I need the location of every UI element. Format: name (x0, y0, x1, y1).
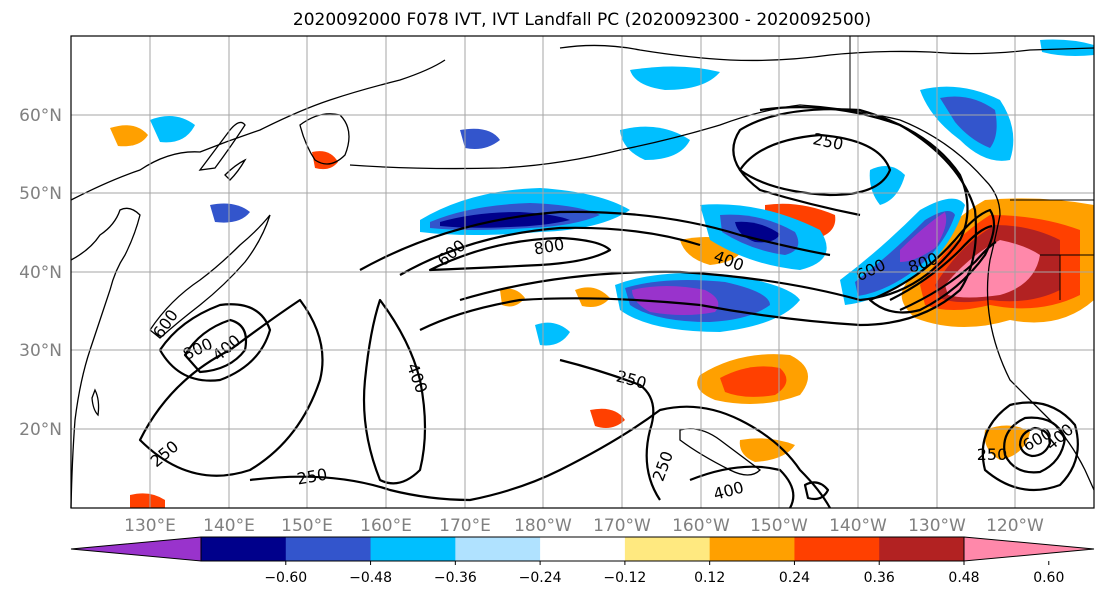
ivt-contour (868, 208, 996, 314)
colorbar-tick-label: 0.24 (779, 570, 810, 586)
colorbar-tick-label: 0.48 (948, 570, 979, 586)
ivt-contour (889, 224, 993, 301)
borders (849, 36, 1094, 300)
map-panel: 250 800 400 600 800 600 800 400 600 400 … (70, 35, 1095, 509)
lat-label: 40°N (19, 263, 62, 283)
lon-label: 150°W (750, 516, 808, 536)
cool-anomaly-region (150, 116, 195, 143)
figure-title: 2020092000 F078 IVT, IVT Landfall PC (20… (293, 10, 871, 30)
lon-label: 140°W (829, 516, 887, 536)
kamchatka-coastline (299, 113, 350, 165)
lon-label: 140°E (203, 516, 255, 536)
lon-label: 150°E (281, 516, 333, 536)
colorbar-tick-label: 0.36 (864, 570, 895, 586)
colorbar-tick-label: −0.60 (264, 570, 307, 586)
lon-label: 180°W (514, 516, 572, 536)
ivt-contour (249, 405, 831, 509)
cool-anomaly-region (940, 96, 997, 148)
colorbar-cell (540, 537, 626, 561)
lon-label: 170°W (593, 516, 651, 536)
warm-anomaly-region (984, 425, 1030, 460)
taiwan-coastline (91, 388, 100, 417)
colorbar-ticks: −0.60 −0.48 −0.36 −0.24 −0.12 0.12 0.24 0.36 0.4… (264, 561, 1064, 586)
cool-anomaly-region (1040, 39, 1094, 56)
lon-label: 160°W (672, 516, 730, 536)
lat-label: 20°N (19, 420, 62, 440)
lon-label: 120°W (986, 516, 1044, 536)
aleutian-na-coastline (349, 104, 1095, 491)
warm-anomaly-region (739, 438, 795, 462)
ivt-contour (158, 303, 272, 382)
ivt-contour (428, 236, 612, 272)
colorbar-tick-label: −0.36 (434, 570, 477, 586)
hokkaido-coastline (224, 158, 247, 181)
colorbar-cell (285, 537, 372, 561)
ivt-contour (738, 133, 892, 197)
colorbar: −0.60 −0.48 −0.36 −0.24 −0.12 0.12 0.24 0.36 0.4… (70, 536, 1095, 586)
ivt-contour (559, 358, 661, 501)
lon-label: 160°E (360, 516, 412, 536)
warm-anomaly-region (720, 366, 787, 397)
cool-anomaly-region (869, 166, 905, 205)
china-coastline (70, 207, 141, 509)
warm-anomaly-region (590, 408, 625, 428)
colorbar-cell (370, 537, 456, 561)
cool-anomaly-region (460, 128, 500, 149)
ivt-contour (183, 318, 248, 374)
ivt-contour (981, 401, 1079, 492)
colorbar-cell (201, 537, 287, 561)
ivt-contour (689, 465, 795, 509)
colorbar-extension-low (70, 536, 202, 562)
ivt-contour (362, 298, 427, 485)
coastlines (70, 44, 1095, 509)
gridlines (71, 36, 1094, 508)
hawaii-coastline (679, 428, 761, 476)
cool-anomaly-region (210, 203, 250, 223)
colorbar-cell (455, 537, 541, 561)
colorbar-extension-high (963, 536, 1095, 562)
ivt-contour (1018, 426, 1052, 458)
lon-label: 130°W (908, 516, 966, 536)
colorbar-tick-label: 0.60 (1033, 570, 1064, 586)
colorbar-cell (709, 537, 795, 561)
colorbar-tick-label: −0.12 (603, 570, 646, 586)
colorbar-tick-label: 0.12 (694, 570, 725, 586)
colorbar-tick-label: −0.24 (519, 570, 562, 586)
contour-label: 250 (977, 445, 1008, 464)
asia-coastline (70, 59, 446, 201)
warm-anomaly-region (130, 493, 165, 508)
warm-anomaly-region (312, 151, 338, 170)
colorbar-cell (794, 537, 880, 561)
ivt-contour (899, 241, 997, 312)
japan-coastline (149, 214, 271, 339)
lat-label: 30°N (19, 341, 62, 361)
lon-label: 130°E (124, 516, 176, 536)
colorbar-cells (70, 536, 1095, 562)
lat-label: 50°N (19, 184, 62, 204)
colorbar-cell (879, 537, 965, 561)
lon-label: 170°E (439, 516, 491, 536)
cool-anomaly-region (535, 322, 570, 346)
ivt-contour (803, 481, 830, 501)
sakhalin-coastline (198, 121, 246, 171)
colorbar-frame (200, 536, 965, 562)
warm-anomaly-region (575, 287, 610, 307)
lat-label: 60°N (19, 106, 62, 126)
map-frame (70, 35, 1095, 509)
colorbar-cell (624, 537, 711, 561)
alaska-arctic-coastline (559, 44, 1095, 62)
cool-anomaly-region (900, 212, 947, 262)
warm-anomaly-region (945, 240, 1040, 298)
ivt-contour (1003, 416, 1067, 474)
cool-anomaly-region (630, 66, 720, 90)
ivt-contour (399, 226, 701, 276)
colorbar-tick-label: −0.48 (349, 570, 392, 586)
cool-anomaly-region (620, 126, 690, 160)
cool-anomaly-region (632, 286, 719, 315)
warm-anomaly-region (110, 125, 148, 147)
lon-axis: 130°E 140°E 150°E 160°E 170°E 180°W 170°… (124, 516, 1044, 536)
lat-axis: 60°N 50°N 40°N 30°N 20°N (19, 106, 62, 440)
